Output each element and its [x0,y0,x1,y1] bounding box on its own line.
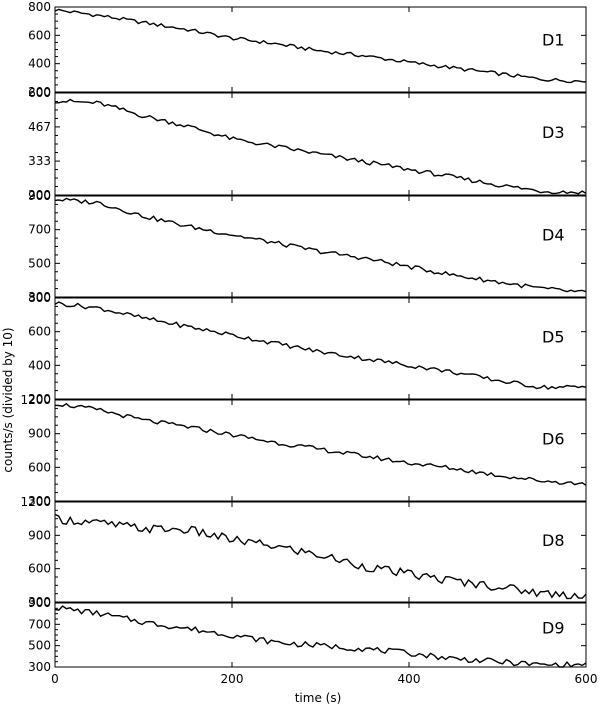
series-line-d3 [55,98,587,195]
panel-d3: 200 333 467 600 D3 [28,86,587,202]
panel-frame [54,399,587,502]
x-axis-label: time (s) [295,691,342,705]
y-tick-label: 600 [28,325,51,339]
panel-d8: 300 600 900 1200 D8 [20,495,587,609]
panel-label-d4: D4 [542,225,565,244]
y-tick-label: 600 [28,562,51,576]
y-axis-label: counts/s (divided by 10) [1,327,15,472]
x-axis: 0 200 400 600 [51,672,597,686]
y-tick-label: 333 [28,154,51,168]
panels-layer: 200 400 600 800 D1 200 333 467 600 D3 300 500 700 900… [20,0,587,674]
panel-frame [54,602,587,668]
y-tick-label: 300 [28,595,51,609]
panel-frame [54,92,587,196]
panel-d9: 300 500 700 900 D9 [28,596,587,674]
panel-label-d3: D3 [542,123,565,142]
series-line-d5 [54,301,587,390]
x-tick-label: 400 [398,672,421,686]
y-tick-label: 500 [28,639,51,653]
y-tick-label: 200 [28,392,51,406]
panel-d5: 200 400 600 800 D5 [28,291,587,406]
series-line-d6 [54,402,587,486]
y-tick-label: 300 [28,660,51,674]
y-tick-label: 600 [28,460,51,474]
panel-d1: 200 400 600 800 D1 [28,0,587,99]
series-line-d8 [54,513,587,600]
y-tick-label: 1200 [20,495,51,509]
y-tick-label: 300 [28,290,51,304]
x-tick-label: 600 [575,672,598,686]
panel-label-d6: D6 [542,429,565,448]
y-tick-label: 400 [28,358,51,372]
series-line-d1 [54,8,587,84]
y-tick-label: 200 [28,188,51,202]
y-tick-label: 800 [28,0,51,14]
y-tick-label: 500 [28,256,51,270]
y-tick-label: 700 [28,223,51,237]
panel-d6: 300 600 900 1200 D6 [20,393,587,508]
y-tick-label: 300 [28,494,51,508]
panel-d4: 300 500 700 900 D4 [28,189,587,304]
y-tick-label: 200 [28,85,51,99]
y-tick-label: 900 [28,427,51,441]
panel-label-d5: D5 [542,327,565,346]
y-tick-label: 800 [28,291,51,305]
x-tick-label: 0 [51,672,59,686]
y-tick-label: 1200 [20,393,51,407]
y-tick-label: 600 [28,28,51,42]
series-line-d9 [54,605,587,668]
y-tick-label: 700 [28,617,51,631]
y-tick-label: 467 [28,120,51,134]
y-tick-label: 900 [28,528,51,542]
x-tick-label: 200 [221,672,244,686]
series-line-d4 [54,197,587,293]
y-tick-label: 900 [28,596,51,610]
y-tick-label: 600 [28,86,51,100]
y-tick-label: 400 [28,57,51,71]
y-tick-label: 900 [28,189,51,203]
panel-frame [54,195,587,298]
panel-label-d9: D9 [542,618,565,637]
panel-label-d1: D1 [542,30,565,49]
panel-label-d8: D8 [542,531,565,550]
